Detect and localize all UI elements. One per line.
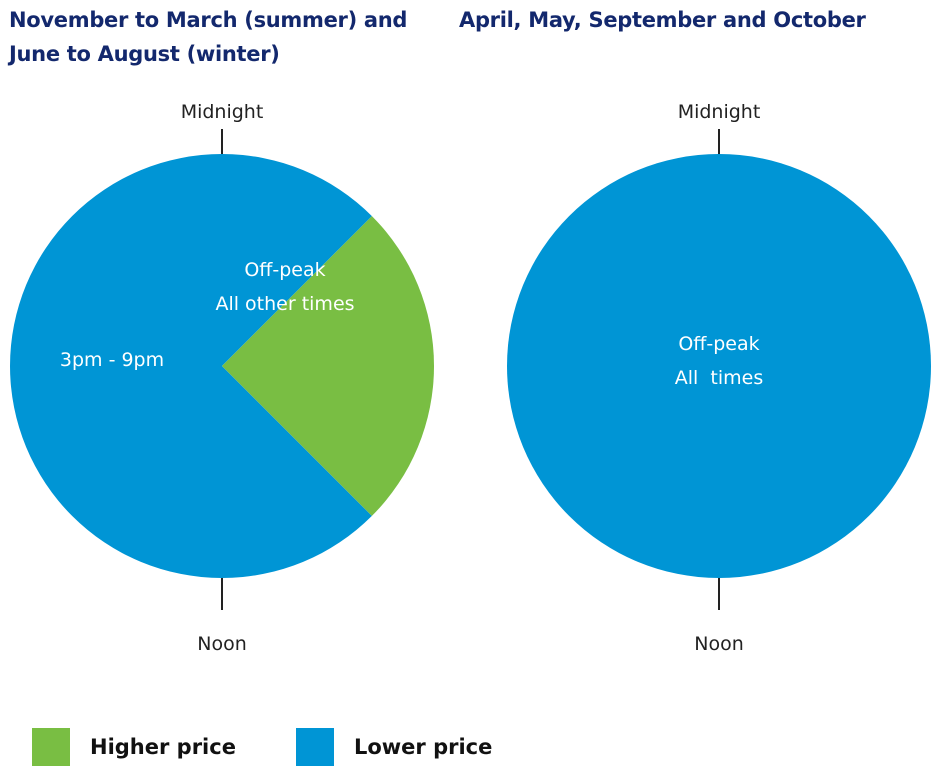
chart-title-left: November to March (summer) and June to A… — [9, 8, 408, 66]
chart-title-right: April, May, September and October — [459, 8, 866, 32]
slice-label-offpeak-line1: Off-peak — [244, 259, 325, 281]
legend-label-lower: Lower price — [353, 735, 493, 759]
slice-label-offpeak-right-line2: All times — [675, 367, 763, 389]
legend-swatch-lower — [295, 728, 334, 766]
slice-label-peak: 3pm - 9pm — [60, 349, 164, 371]
charts-canvas: Midnight Noon Off-peak All other times 3… — [10, 101, 931, 655]
legend: Higher price Lower price — [32, 728, 552, 766]
legend-label-higher: Higher price — [90, 735, 236, 759]
noon-label-right: Noon — [694, 633, 744, 655]
pie-slice-lower-price-full — [507, 154, 931, 578]
legend-swatch-higher — [32, 728, 70, 766]
noon-label-left: Noon — [197, 633, 247, 655]
slice-label-offpeak-line2: All other times — [215, 293, 354, 315]
midnight-label-left: Midnight — [181, 101, 264, 123]
legend-item-higher: Higher price — [32, 728, 236, 766]
clock-left: Midnight Noon Off-peak All other times 3… — [10, 101, 435, 655]
pie-slice-lower-price — [10, 154, 372, 578]
legend-item-lower: Lower price — [295, 728, 493, 766]
midnight-label-right: Midnight — [678, 101, 761, 123]
pie-slice-higher-price — [222, 216, 435, 516]
clock-right: Midnight Noon Off-peak All times — [507, 101, 931, 655]
slice-label-offpeak-right-line1: Off-peak — [678, 333, 759, 355]
